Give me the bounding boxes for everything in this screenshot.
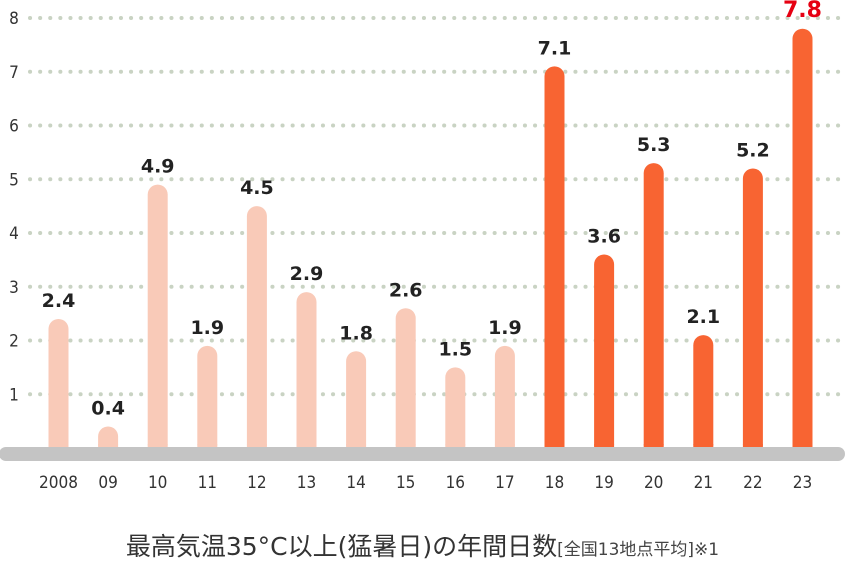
data-label-2008: 2.4 [42, 290, 76, 312]
y-tick-label: 7 [9, 63, 19, 83]
data-label-16: 1.5 [438, 338, 472, 360]
bar-15 [395, 308, 416, 454]
data-label-22: 5.2 [736, 140, 770, 162]
y-axis-ticks: 1 2 3 4 5 6 7 8 [9, 9, 19, 405]
bar-14 [346, 351, 367, 454]
x-axis-ticks: 2008 09 10 11 12 13 14 15 16 17 18 19 20 21 22 23 [39, 473, 812, 493]
data-label-19: 3.6 [587, 226, 621, 248]
chart-title: 最高気温35°C以上(猛暑日)の年間日数 [125, 532, 558, 561]
x-tick-label: 19 [594, 473, 613, 493]
bar-2008 [48, 319, 69, 454]
x-tick-label: 18 [545, 473, 564, 493]
x-tick-label: 10 [148, 473, 167, 493]
bar-18 [544, 66, 565, 454]
x-tick-label: 17 [495, 473, 514, 493]
data-label-09: 0.4 [91, 398, 125, 420]
bar-16 [445, 367, 466, 454]
data-label-13: 2.9 [290, 263, 324, 285]
data-label-15: 2.6 [389, 279, 423, 301]
chart-subtitle: [全国13地点平均]※1 [557, 540, 720, 560]
bar-17 [494, 345, 515, 454]
data-label-14: 1.8 [339, 322, 373, 344]
data-label-10: 4.9 [141, 156, 175, 178]
data-label-23: 7.8 [783, 0, 822, 23]
y-tick-label: 2 [9, 332, 19, 352]
x-tick-label: 22 [743, 473, 762, 493]
x-tick-label: 11 [198, 473, 217, 493]
bar-10 [147, 184, 168, 454]
data-labels: 2.4 0.4 4.9 1.9 4.5 2.9 1.8 2.6 1.5 1.9 7.1 3.6 5.3 2… [42, 0, 822, 420]
bar-19 [594, 254, 615, 454]
bar-22 [742, 168, 763, 454]
bar-13 [296, 292, 317, 454]
data-label-12: 4.5 [240, 177, 274, 199]
bar-20 [643, 163, 664, 454]
x-tick-label: 21 [694, 473, 713, 493]
bar-23 [792, 28, 813, 454]
data-label-17: 1.9 [488, 317, 522, 339]
bar-12 [246, 206, 267, 454]
x-tick-label: 13 [297, 473, 316, 493]
x-tick-label: 16 [446, 473, 465, 493]
chart-caption: 最高気温35°C以上(猛暑日)の年間日数[全国13地点平均]※1 [0, 527, 845, 563]
x-tick-label: 20 [644, 473, 663, 493]
data-label-20: 5.3 [637, 134, 671, 156]
y-tick-label: 1 [9, 385, 19, 405]
bar-11 [197, 345, 218, 454]
data-label-18: 7.1 [538, 37, 572, 59]
data-label-11: 1.9 [190, 317, 224, 339]
bar-21 [693, 335, 714, 454]
x-tick-label: 12 [247, 473, 266, 493]
x-tick-label: 14 [346, 473, 365, 493]
x-tick-label: 23 [793, 473, 812, 493]
y-tick-label: 8 [9, 9, 19, 29]
y-tick-label: 5 [9, 170, 19, 190]
bars [48, 28, 813, 454]
x-tick-label: 09 [98, 473, 117, 493]
y-tick-label: 4 [9, 224, 19, 244]
y-tick-label: 3 [9, 278, 19, 298]
x-tick-label: 15 [396, 473, 415, 493]
data-label-21: 2.1 [686, 306, 720, 328]
x-tick-label: 2008 [39, 473, 78, 493]
y-tick-label: 6 [9, 117, 19, 137]
